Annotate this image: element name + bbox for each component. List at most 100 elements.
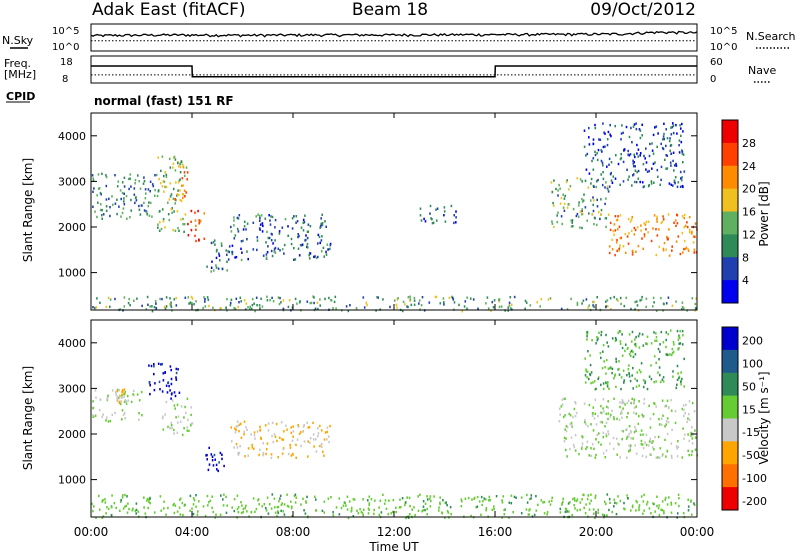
range-cell [594, 516, 596, 520]
range-cell [404, 503, 406, 507]
range-cell [605, 305, 607, 309]
range-cell [671, 304, 674, 307]
range-cell [665, 128, 667, 131]
range-cell [619, 244, 621, 247]
range-cell [616, 218, 619, 222]
range-cell [596, 205, 599, 208]
range-cell [107, 420, 110, 423]
range-cell [271, 254, 274, 258]
range-cell [655, 253, 658, 257]
range-cell [678, 342, 680, 345]
range-cell [675, 224, 677, 228]
range-cell [594, 398, 597, 401]
colorbar-segment [722, 165, 738, 190]
range-cell [642, 385, 645, 389]
range-cell [657, 175, 659, 178]
range-cell [175, 378, 178, 381]
range-cell [242, 228, 245, 231]
range-cell [579, 226, 581, 229]
range-cell [576, 301, 579, 305]
range-cell [690, 453, 693, 457]
range-cell [220, 242, 223, 245]
range-cell [130, 198, 132, 202]
range-cell [609, 297, 612, 300]
range-cell [105, 512, 107, 515]
range-cell [627, 149, 629, 153]
range-cell [119, 189, 122, 192]
range-cell [605, 381, 607, 384]
range-cell [297, 235, 299, 239]
range-cell [607, 433, 610, 436]
range-cell [644, 223, 647, 226]
range-cell [663, 132, 665, 136]
range-cell [622, 245, 625, 248]
range-cell [186, 426, 189, 429]
range-cell [177, 165, 180, 168]
range-cell [567, 502, 570, 505]
range-cell [489, 498, 491, 502]
range-cell [590, 454, 593, 457]
range-cell [277, 510, 279, 513]
range-cell [637, 177, 640, 180]
range-cell [642, 247, 644, 250]
range-cell [413, 296, 416, 300]
range-cell [472, 298, 475, 301]
range-cell [122, 507, 125, 510]
x-tick-label: 08:00 [276, 525, 311, 539]
range-cell [562, 206, 565, 209]
range-cell [663, 122, 665, 125]
range-cell [210, 266, 213, 269]
range-cell [558, 407, 561, 410]
range-cell [128, 507, 130, 511]
range-cell [299, 300, 301, 303]
range-cell [681, 343, 684, 346]
x-tick-label: 00:00 [74, 525, 109, 539]
range-cell [578, 452, 580, 456]
range-cell [273, 250, 275, 253]
range-cell [123, 305, 126, 308]
range-cell [243, 420, 246, 423]
range-cell [600, 173, 602, 176]
range-cell [261, 230, 264, 233]
range-cell [672, 124, 675, 127]
range-cell [148, 364, 150, 367]
range-cell [163, 305, 166, 309]
range-cell [586, 152, 589, 156]
range-cell [673, 169, 675, 172]
range-cell [558, 420, 561, 423]
range-cell [424, 508, 426, 512]
range-cell [155, 302, 157, 305]
range-cell [327, 497, 330, 500]
range-cell [690, 431, 692, 435]
range-cell [623, 401, 625, 405]
range-cell [109, 298, 112, 301]
range-cell [98, 508, 101, 511]
range-cell [620, 153, 622, 156]
range-cell [172, 228, 174, 232]
range-cell [585, 368, 587, 371]
range-cell [134, 179, 137, 182]
range-cell [173, 432, 175, 435]
range-cell [602, 171, 604, 174]
range-cell [662, 376, 665, 379]
range-cell [633, 411, 635, 414]
range-cell [356, 509, 358, 512]
colorbar-tick-label: 12 [742, 228, 756, 241]
range-cell [652, 412, 655, 416]
range-cell [618, 443, 620, 446]
range-cell [235, 425, 238, 428]
range-cell [564, 428, 566, 431]
range-cell [215, 266, 218, 269]
range-cell [478, 500, 481, 503]
range-cell [105, 419, 107, 422]
range-cell [326, 426, 329, 429]
range-cell [426, 507, 428, 511]
range-cell [162, 415, 164, 418]
range-cell [133, 299, 135, 302]
range-cell [226, 253, 228, 256]
range-cell [665, 331, 668, 334]
range-cell [417, 509, 420, 512]
noise-panel: N.Sky 10^5 10^0 10^5 10^0 N.Search [2, 23, 796, 53]
range-cell [595, 453, 597, 457]
range-cell [594, 153, 597, 157]
